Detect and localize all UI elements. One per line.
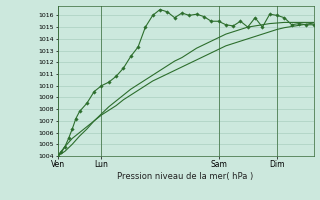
X-axis label: Pression niveau de la mer( hPa ): Pression niveau de la mer( hPa ) (117, 172, 254, 181)
